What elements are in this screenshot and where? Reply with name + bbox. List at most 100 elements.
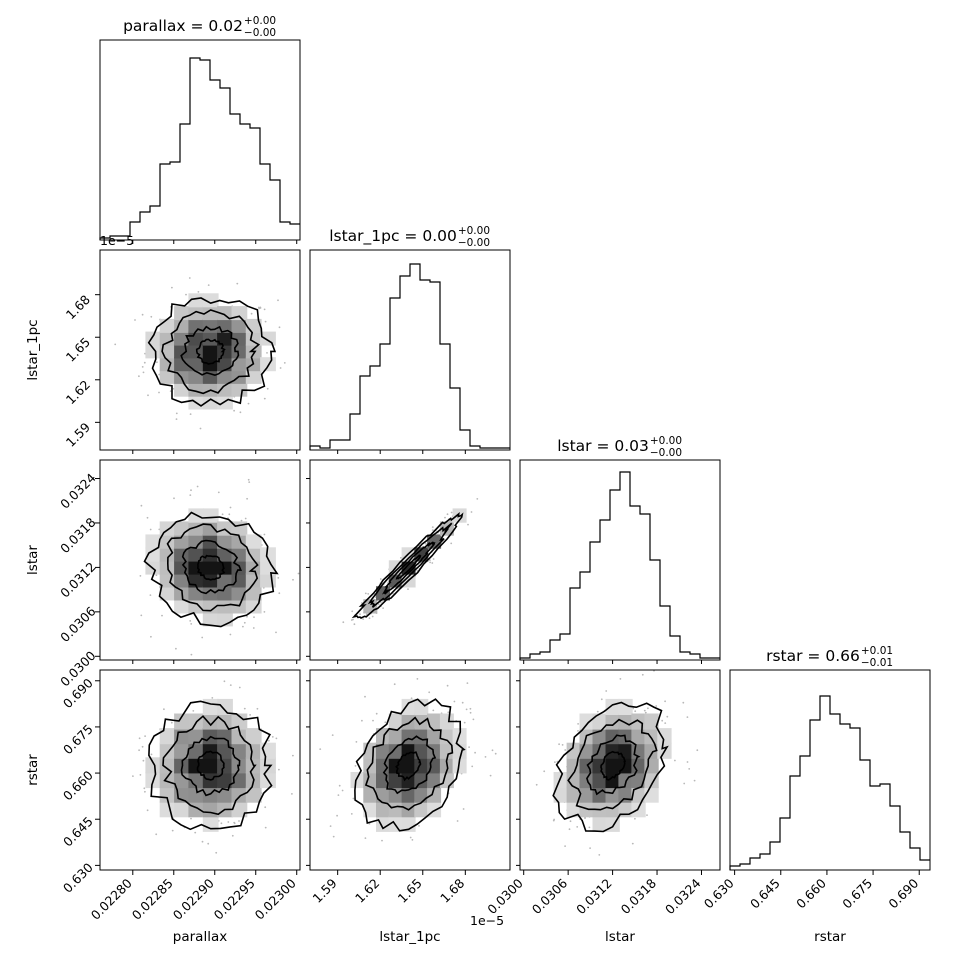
contour-level-1 xyxy=(143,511,279,628)
sample-point xyxy=(664,700,666,703)
density-cell xyxy=(592,815,607,832)
x-tick-label: 1.62 xyxy=(352,876,382,906)
sample-point xyxy=(140,504,143,507)
density-cell xyxy=(217,534,233,549)
histogram-bin xyxy=(400,276,410,450)
sample-point xyxy=(242,625,244,628)
density-cell xyxy=(174,801,190,818)
sample-point xyxy=(275,631,277,634)
histogram-parallax xyxy=(99,39,301,241)
histogram-bin xyxy=(190,58,200,240)
y-axis-label-rstar: rstar xyxy=(25,754,41,786)
histogram-bin xyxy=(180,124,190,240)
sample-point xyxy=(171,286,173,289)
sample-point xyxy=(361,719,363,722)
sample-point xyxy=(217,491,220,494)
panel-title-lstar: lstar = 0.03 +0.00−0.00 xyxy=(557,435,682,459)
x-tick-label: 0.02290 xyxy=(170,876,217,923)
sample-point xyxy=(664,722,667,724)
sample-point xyxy=(155,574,158,577)
density-cell xyxy=(376,801,390,818)
density-cell xyxy=(145,534,162,549)
sample-point xyxy=(220,822,223,825)
density-cell xyxy=(188,599,205,614)
panel-frame xyxy=(309,669,511,871)
panel-frame xyxy=(99,39,301,241)
sample-point xyxy=(302,608,304,610)
histogram-bin xyxy=(840,724,850,870)
sample-point xyxy=(266,387,269,390)
sample-point xyxy=(168,652,170,654)
histogram-bin xyxy=(350,414,360,450)
sample-point xyxy=(469,711,472,714)
histogram-bin xyxy=(160,164,170,240)
histogram-bin xyxy=(790,776,800,870)
sample-point xyxy=(400,556,402,559)
sample-point xyxy=(250,312,253,315)
density-cell xyxy=(217,772,233,789)
density-cell xyxy=(174,742,190,759)
sample-point xyxy=(453,700,456,703)
y-tick-label: 1.62 xyxy=(63,377,93,407)
sample-point xyxy=(416,678,419,680)
panel-frame xyxy=(519,669,721,871)
density-cell xyxy=(605,757,620,774)
x-tick-label: 0.0312 xyxy=(573,876,615,918)
sample-point xyxy=(221,513,224,516)
sample-point xyxy=(584,817,586,819)
density-cell xyxy=(159,772,176,789)
density-cell xyxy=(566,786,581,803)
sample-point xyxy=(424,542,427,545)
density-cell xyxy=(376,786,390,803)
sample-point xyxy=(463,721,466,724)
contour-level-4 xyxy=(395,554,422,580)
sample-point xyxy=(364,837,367,839)
sample-point xyxy=(535,783,538,786)
density-cell xyxy=(376,757,390,774)
density-cell xyxy=(414,786,429,803)
density-cell xyxy=(363,786,378,803)
sample-point xyxy=(134,319,136,321)
x-axis-label-parallax: parallax xyxy=(173,929,227,945)
sample-point xyxy=(278,592,281,595)
panel-frame xyxy=(99,459,301,661)
density-cell xyxy=(159,757,176,774)
density-cell xyxy=(231,713,248,730)
density-cell xyxy=(202,713,219,730)
sample-point xyxy=(207,284,210,286)
panel-title-lower-error: −0.00 xyxy=(244,27,276,39)
density-cell xyxy=(245,586,262,601)
sample-point xyxy=(229,633,232,636)
sample-point xyxy=(686,716,689,718)
density-cell xyxy=(231,742,248,759)
density-cell xyxy=(245,534,262,549)
density-cell xyxy=(414,742,429,759)
density-cell xyxy=(245,728,262,745)
y-tick-label: 0.675 xyxy=(60,721,96,757)
sample-point xyxy=(263,611,266,613)
sample-point xyxy=(561,744,564,746)
histogram-bin xyxy=(660,606,670,660)
histogram-bin xyxy=(200,60,210,240)
panel-title-upper-error: +0.01 xyxy=(861,645,893,657)
y-tick-label: 0.0312 xyxy=(57,559,99,601)
sample-point xyxy=(342,621,345,624)
density-cell xyxy=(202,508,219,523)
panel-title-upper-error: +0.00 xyxy=(244,15,276,27)
histogram-bin xyxy=(810,720,820,870)
sample-point xyxy=(319,748,322,750)
sample-point xyxy=(139,774,142,776)
density-cell xyxy=(414,713,429,730)
sample-point xyxy=(199,427,202,430)
panel-title-main: parallax = 0.02 xyxy=(123,17,243,35)
sample-point xyxy=(641,673,644,676)
sample-point xyxy=(564,845,566,847)
contour-level-3 xyxy=(181,539,243,595)
panel-title-lower-error: −0.00 xyxy=(458,237,490,249)
density-cell xyxy=(217,698,233,715)
sample-point xyxy=(350,813,353,815)
sample-point xyxy=(139,575,142,577)
density-cell xyxy=(579,786,594,803)
y-offset-text: 1e−5 xyxy=(100,233,134,248)
y-axis-label-lstar_1pc: lstar_1pc xyxy=(25,319,41,380)
